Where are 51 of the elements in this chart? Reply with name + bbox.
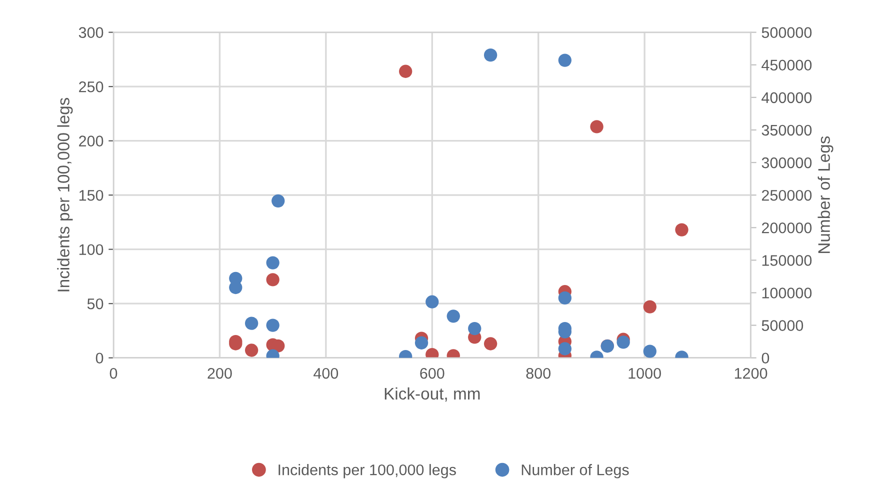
x-tick-label: 0 xyxy=(110,368,118,379)
point xyxy=(426,295,439,308)
point xyxy=(446,310,460,323)
y2-tick-label: 350000 xyxy=(762,124,812,136)
y-tick-label: 150 xyxy=(79,190,104,201)
point xyxy=(484,48,498,62)
point xyxy=(643,300,656,314)
x-tick-label: 800 xyxy=(526,368,550,379)
point xyxy=(558,54,572,67)
point xyxy=(398,64,412,78)
y2-tick-label: 150000 xyxy=(762,255,812,266)
point xyxy=(266,318,280,332)
point xyxy=(244,344,258,357)
x-tick-label: 600 xyxy=(420,368,444,379)
point xyxy=(414,336,428,350)
y2-tick-label: 500000 xyxy=(762,27,812,38)
y-tick-label: 300 xyxy=(78,27,104,38)
point xyxy=(616,336,630,349)
legend-label: Incidents per 100,000 legs xyxy=(278,464,456,478)
y-tick-label: 250 xyxy=(79,81,104,92)
x-tick-label: 200 xyxy=(208,368,232,379)
point xyxy=(643,344,656,358)
y2-tick-label: 400000 xyxy=(762,92,812,104)
point xyxy=(558,291,572,305)
y2-tick-label: 0 xyxy=(762,352,770,364)
y2-tick-label: 250000 xyxy=(762,190,812,201)
point xyxy=(558,342,572,356)
point xyxy=(266,256,280,270)
x-axis-title: Kick-out, mm xyxy=(384,387,480,402)
y-tick-label: 200 xyxy=(79,136,104,147)
y2-axis-title: Number of Legs xyxy=(818,136,834,253)
y-tick-label: 0 xyxy=(96,352,104,364)
y-axis-title: Incidents per 100,000 legs xyxy=(57,98,73,292)
y2-tick-label: 50000 xyxy=(762,320,804,331)
point xyxy=(266,273,280,286)
y-tick-label: 100 xyxy=(79,244,104,256)
x-tick-label: 1200 xyxy=(734,368,768,379)
y2-tick-label: 450000 xyxy=(762,60,812,71)
point xyxy=(484,337,498,350)
point xyxy=(468,322,482,336)
x-tick-label: 400 xyxy=(314,368,338,379)
point xyxy=(590,120,604,134)
legend-label: Number of Legs xyxy=(522,464,629,478)
y-tick-label: 50 xyxy=(87,298,104,310)
y2-tick-label: 300000 xyxy=(762,157,812,168)
y2-tick-label: 200000 xyxy=(762,222,812,234)
point xyxy=(272,194,285,208)
point xyxy=(244,316,258,330)
point xyxy=(675,223,688,236)
x-tick-label: 1000 xyxy=(628,368,661,379)
y2-tick-label: 100000 xyxy=(762,288,812,298)
